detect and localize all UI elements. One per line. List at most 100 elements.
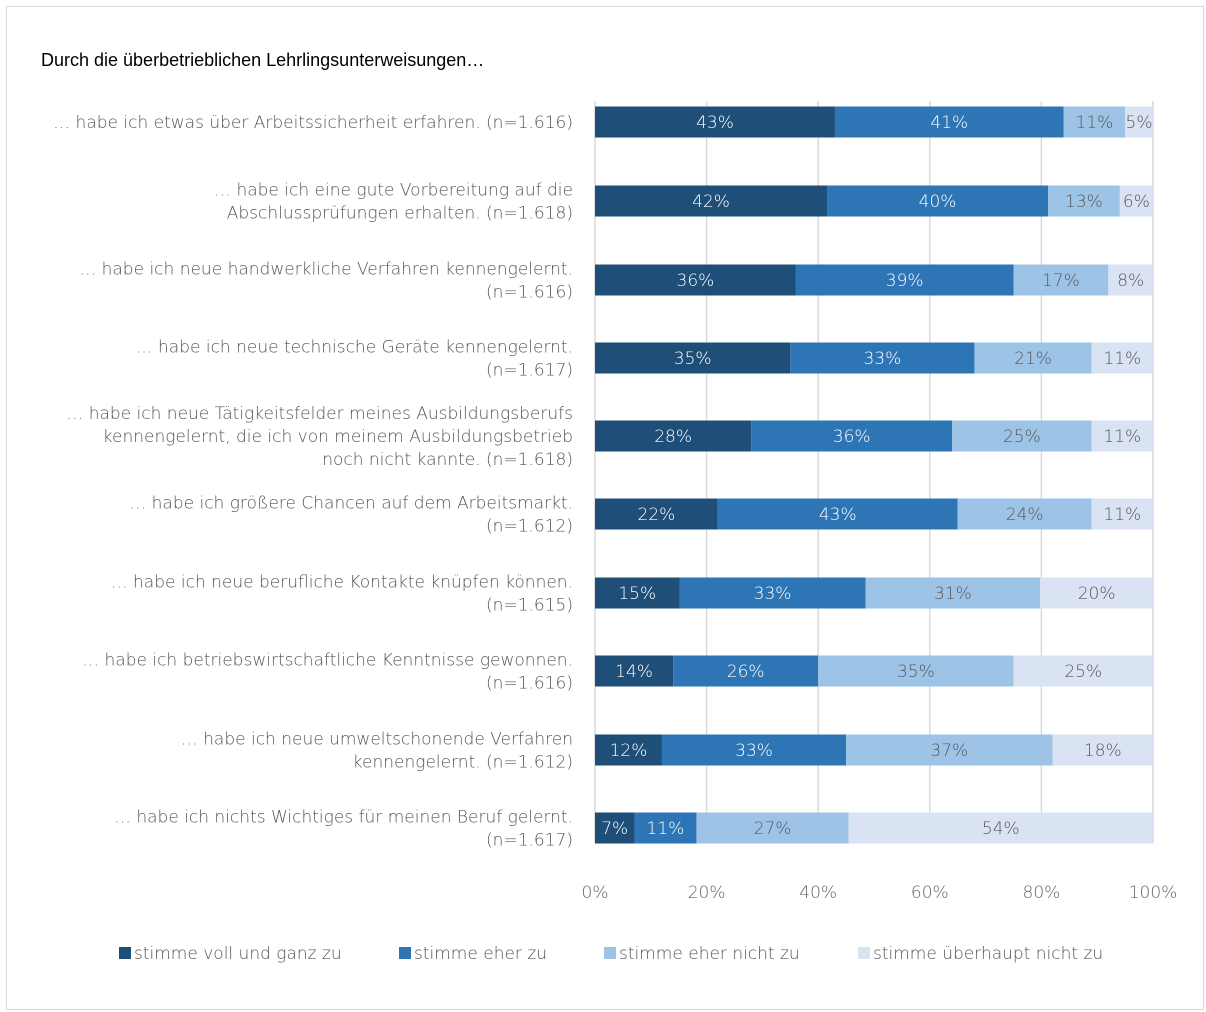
bar-segment	[1063, 106, 1126, 138]
bar-segment	[834, 106, 1064, 138]
bar-segment	[661, 734, 847, 766]
legend-label: stimme voll und ganz zu	[134, 944, 342, 964]
data-label: 15%	[618, 584, 656, 604]
x-tick-label: 20%	[688, 883, 726, 903]
x-tick-label: 100%	[1129, 883, 1178, 903]
bar-segment	[1013, 655, 1153, 687]
data-label: 11%	[1103, 349, 1141, 369]
category-label: … habe ich betriebswirtschaftliche Kennt…	[82, 651, 573, 694]
category-label: … habe ich neue Tätigkeitsfelder meines …	[66, 404, 573, 470]
data-label: 35%	[674, 349, 712, 369]
category-label: … habe ich neue umweltschonende Verfahre…	[181, 730, 573, 773]
category-label-line: … habe ich eine gute Vorbereitung auf di…	[214, 181, 573, 201]
data-label: 39%	[886, 271, 924, 291]
category-label-line: kennengelernt. (n=1.612)	[353, 753, 573, 773]
legend: stimme voll und ganz zu stimme eher zu sti…	[119, 944, 1103, 964]
bar-segment	[634, 812, 697, 844]
legend-swatch	[604, 947, 616, 959]
data-label: 43%	[819, 505, 857, 525]
data-label: 26%	[727, 662, 765, 682]
bar-segment	[1040, 577, 1153, 609]
bar-segment	[846, 734, 1053, 766]
data-label: 37%	[930, 741, 968, 761]
category-label: … habe ich neue berufliche Kontakte knüp…	[111, 573, 573, 616]
data-label: 11%	[1103, 505, 1141, 525]
data-label: 13%	[1065, 192, 1103, 212]
category-label-line: (n=1.617)	[486, 831, 573, 851]
data-label: 43%	[696, 113, 734, 133]
bars: 43% 41% 11% 5% 42% 40% 13% 6% 36% 39% 17% 8% 35% 33% 2…	[595, 106, 1153, 844]
data-label: 12%	[610, 741, 648, 761]
bar-segment	[795, 264, 1014, 296]
category-label-line: (n=1.615)	[486, 596, 573, 616]
data-label: 33%	[863, 349, 901, 369]
data-label: 25%	[1064, 662, 1102, 682]
data-label: 40%	[919, 192, 957, 212]
chart-frame: Durch die überbetrieblichen Lehrlingsunt…	[6, 6, 1204, 1010]
data-label: 14%	[615, 662, 653, 682]
x-tick-label: 40%	[799, 883, 837, 903]
data-label: 5%	[1126, 113, 1153, 133]
x-tick-label: 80%	[1023, 883, 1061, 903]
category-label: … habe ich neue technische Geräte kennen…	[136, 338, 573, 381]
bar-segment	[1091, 498, 1153, 530]
bar-segment	[595, 106, 835, 138]
data-label: 41%	[930, 113, 968, 133]
category-label-line: … habe ich größere Chancen auf dem Arbei…	[129, 494, 573, 514]
bar-segment	[957, 498, 1092, 530]
bar-segment	[595, 655, 674, 687]
bar-segment	[974, 342, 1092, 374]
data-label: 8%	[1117, 271, 1144, 291]
legend-label: stimme überhaupt nicht zu	[873, 944, 1103, 964]
data-label: 11%	[1103, 427, 1141, 447]
bar-segment	[1119, 185, 1153, 217]
bar-segment	[595, 342, 791, 374]
legend-label: stimme eher zu	[414, 944, 547, 964]
category-label-line: … habe ich neue Tätigkeitsfelder meines …	[66, 404, 573, 424]
category-label-line: … habe ich etwas über Arbeitssicherheit …	[53, 113, 573, 133]
bar-segment	[1048, 185, 1120, 217]
category-label: … habe ich etwas über Arbeitssicherheit …	[53, 113, 573, 133]
data-label: 24%	[1006, 505, 1044, 525]
data-label: 33%	[754, 584, 792, 604]
x-axis-ticks: 0% 20% 40% 60% 80% 100%	[582, 883, 1178, 903]
bar-segment	[818, 655, 1014, 687]
category-label-line: (n=1.617)	[486, 361, 573, 381]
legend-label: stimme eher nicht zu	[619, 944, 800, 964]
data-label: 18%	[1084, 741, 1122, 761]
bar-segment	[595, 185, 828, 217]
category-label-line: … habe ich nichts Wichtiges für meinen B…	[114, 808, 573, 828]
bar-segment	[595, 577, 680, 609]
bar-segment	[1108, 264, 1153, 296]
category-label-line: kennengelernt, die ich von meinem Ausbil…	[103, 427, 573, 447]
data-label: 35%	[897, 662, 935, 682]
bar-segment	[751, 420, 953, 452]
data-label: 6%	[1123, 192, 1150, 212]
gridlines	[594, 101, 1154, 843]
bar-segment	[827, 185, 1049, 217]
data-label: 42%	[692, 192, 730, 212]
data-label: 27%	[754, 819, 792, 839]
data-label: 7%	[601, 819, 628, 839]
legend-swatch	[399, 947, 411, 959]
bar-segment	[1091, 342, 1153, 374]
bar-segment	[1125, 106, 1153, 138]
category-label-line: … habe ich neue handwerkliche Verfahren …	[79, 260, 573, 280]
bar-segment	[673, 655, 819, 687]
category-label-line: noch nicht kannte. (n=1.618)	[322, 450, 573, 470]
category-label-line: … habe ich neue berufliche Kontakte knüp…	[111, 573, 573, 593]
legend-swatch	[858, 947, 870, 959]
data-label: 33%	[735, 741, 773, 761]
bar-segment	[1091, 420, 1153, 452]
category-label-line: (n=1.616)	[486, 283, 573, 303]
data-label: 17%	[1042, 271, 1080, 291]
bar-segment	[679, 577, 866, 609]
x-tick-label: 60%	[911, 883, 949, 903]
data-label: 22%	[637, 505, 675, 525]
bar-segment	[595, 264, 796, 296]
x-tick-label: 0%	[582, 883, 609, 903]
bar-segment	[952, 420, 1092, 452]
bar-segment	[865, 577, 1041, 609]
data-label: 31%	[934, 584, 972, 604]
bar-segment	[696, 812, 849, 844]
